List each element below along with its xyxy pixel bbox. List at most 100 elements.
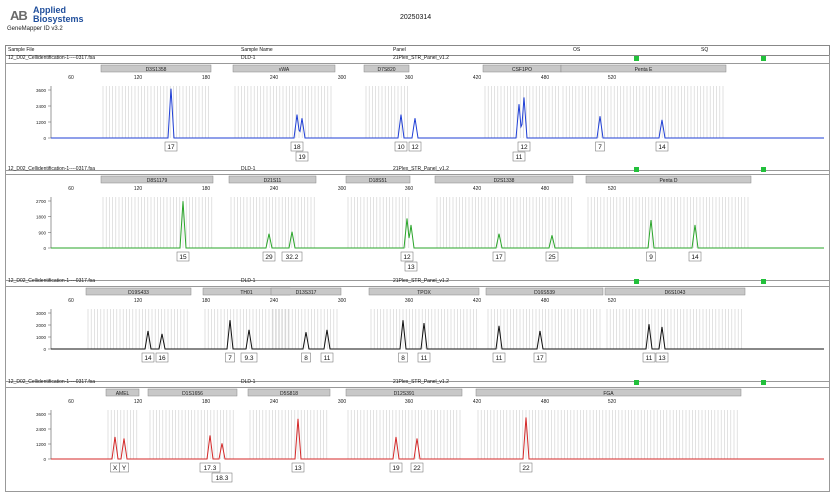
svg-text:22: 22 — [522, 465, 530, 472]
allele-call[interactable]: 13 — [655, 352, 669, 363]
marker-label[interactable]: D16S539 — [485, 287, 604, 296]
marker-label[interactable]: AMEL — [105, 388, 140, 397]
svg-text:11: 11 — [646, 355, 653, 362]
allele-call[interactable]: 22 — [519, 462, 533, 473]
allele-call[interactable]: X — [110, 462, 120, 473]
allele-call[interactable]: 7 — [225, 352, 235, 363]
x-tick-label: 60 — [68, 186, 74, 192]
col-sq: SQ — [701, 47, 709, 53]
marker-label[interactable]: D1S1656 — [147, 388, 238, 397]
x-tick-label: 480 — [541, 186, 550, 192]
electropherogram-svg: D8S1179 D21S11 D18S51 D2S1338 Penta D 60 12 0 18… — [36, 175, 824, 272]
allelic-ladder-bins — [477, 410, 738, 459]
electropherogram-plot[interactable]: D19S433 TH01 D13S317 TPOX D16S539 D6S1043 60 12… — [5, 287, 830, 382]
marker-name: D3S1358 — [146, 67, 167, 73]
marker-label[interactable]: D13S317 — [270, 287, 342, 296]
marker-label[interactable]: FGA — [475, 388, 742, 397]
allele-call[interactable]: 13 — [291, 462, 305, 473]
allele-call[interactable]: 8 — [398, 352, 408, 363]
allelic-ladder-bins — [487, 309, 601, 349]
electropherogram-plot[interactable]: AMEL D1S1656 D5S818 D12S391 FGA 60 120 180 240 30… — [5, 388, 830, 492]
allele-call[interactable]: 19 — [389, 462, 403, 473]
allele-call[interactable]: 16 — [155, 352, 169, 363]
marker-label[interactable]: Penta D — [585, 175, 752, 184]
qc-pass-indicator — [634, 279, 639, 284]
marker-name: Penta D — [659, 178, 677, 184]
y-tick-label: 0 — [43, 246, 46, 251]
allele-call[interactable]: 7 — [595, 141, 605, 152]
allele-call[interactable]: 11 — [417, 352, 431, 363]
allele-call[interactable]: 8 — [301, 352, 311, 363]
marker-label[interactable]: D19S433 — [85, 287, 192, 296]
svg-text:8: 8 — [304, 355, 308, 362]
allele-call[interactable]: 10 — [394, 141, 408, 152]
marker-label[interactable]: vWA — [232, 64, 336, 73]
y-tick-label: 2700 — [36, 199, 47, 204]
allelic-ladder-bins — [436, 197, 572, 248]
allele-call[interactable]: 12 — [517, 141, 531, 152]
allele-call[interactable]: 29 — [262, 251, 276, 262]
marker-label[interactable]: D12S391 — [345, 388, 463, 397]
y-tick-label: 1800 — [36, 215, 47, 220]
marker-label[interactable]: D7S820 — [363, 64, 410, 73]
allele-call[interactable]: 17 — [533, 352, 547, 363]
svg-text:11: 11 — [324, 355, 331, 362]
marker-name: vWA — [279, 67, 290, 73]
y-tick-label: 1000 — [36, 335, 47, 340]
allele-call[interactable]: 11 — [512, 151, 526, 162]
marker-name: D5S818 — [280, 391, 298, 397]
allele-call[interactable]: 13 — [404, 261, 418, 272]
qc-pass-indicator — [761, 56, 766, 61]
svg-text:12: 12 — [411, 144, 419, 151]
allele-call[interactable]: 17 — [492, 251, 506, 262]
x-tick-label: 480 — [541, 298, 550, 304]
x-tick-label: 240 — [270, 298, 279, 304]
allelic-ladder-bins — [484, 86, 559, 138]
x-tick-label: 420 — [473, 298, 482, 304]
allele-call[interactable]: 9 — [646, 251, 656, 262]
allele-call[interactable]: 14 — [655, 141, 669, 152]
allelic-ladder-bins — [370, 309, 477, 349]
marker-label[interactable]: D5S818 — [247, 388, 331, 397]
marker-name: TH01 — [240, 290, 252, 296]
marker-label[interactable]: D21S11 — [228, 175, 317, 184]
electropherogram-plot[interactable]: D8S1179 D21S11 D18S51 D2S1338 Penta D 60 12 0 18… — [5, 175, 830, 281]
allele-call[interactable]: 18 — [290, 141, 304, 152]
marker-label[interactable]: D3S1358 — [100, 64, 212, 73]
allele-call[interactable]: 12 — [408, 141, 422, 152]
marker-label[interactable]: CSF1PO — [482, 64, 562, 73]
allele-call[interactable]: 22 — [410, 462, 424, 473]
allele-call[interactable]: 25 — [545, 251, 559, 262]
allele-call[interactable]: 18.3 — [211, 472, 233, 483]
x-tick-label: 180 — [202, 186, 211, 192]
allele-call[interactable]: 11 — [320, 352, 334, 363]
marker-label[interactable]: Penta E — [560, 64, 727, 73]
allele-call[interactable]: 17.3 — [199, 462, 221, 473]
allele-call[interactable]: 32.2 — [281, 251, 303, 262]
allele-call[interactable]: 19 — [295, 151, 309, 162]
allele-call[interactable]: Y — [119, 462, 129, 473]
electropherogram-plot[interactable]: D3S1358 vWA D7S820 CSF1PO Penta E 60 120 180 240… — [5, 64, 830, 171]
allele-call[interactable]: 14 — [688, 251, 702, 262]
x-tick-label: 520 — [608, 399, 617, 405]
svg-text:7: 7 — [228, 355, 232, 362]
electropherogram-svg: D3S1358 vWA D7S820 CSF1PO Penta E60 120 180 240… — [36, 64, 824, 162]
allelic-ladder-bins — [347, 197, 410, 248]
marker-label[interactable]: D18S51 — [345, 175, 411, 184]
allele-call[interactable]: 11 — [642, 352, 656, 363]
allelic-ladder-bins — [587, 197, 749, 248]
allele-call[interactable]: 11 — [492, 352, 506, 363]
allele-call[interactable]: 9.3 — [240, 352, 258, 363]
allele-call[interactable]: 17 — [164, 141, 178, 152]
allelic-ladder-bins — [149, 410, 234, 459]
x-tick-label: 300 — [338, 399, 347, 405]
x-tick-label: 520 — [608, 186, 617, 192]
marker-label[interactable]: D6S1043 — [604, 287, 746, 296]
allele-call[interactable]: 12 — [400, 251, 414, 262]
marker-label[interactable]: D8S1179 — [100, 175, 214, 184]
marker-label[interactable]: D2S1338 — [434, 175, 574, 184]
allele-call[interactable]: 15 — [176, 251, 190, 262]
allele-call[interactable]: 14 — [141, 352, 155, 363]
marker-label[interactable]: TPOX — [368, 287, 480, 296]
electropherogram-svg: D19S433 TH01 D13S317 TPOX D16S539 D6S1043 60 12… — [36, 287, 824, 363]
